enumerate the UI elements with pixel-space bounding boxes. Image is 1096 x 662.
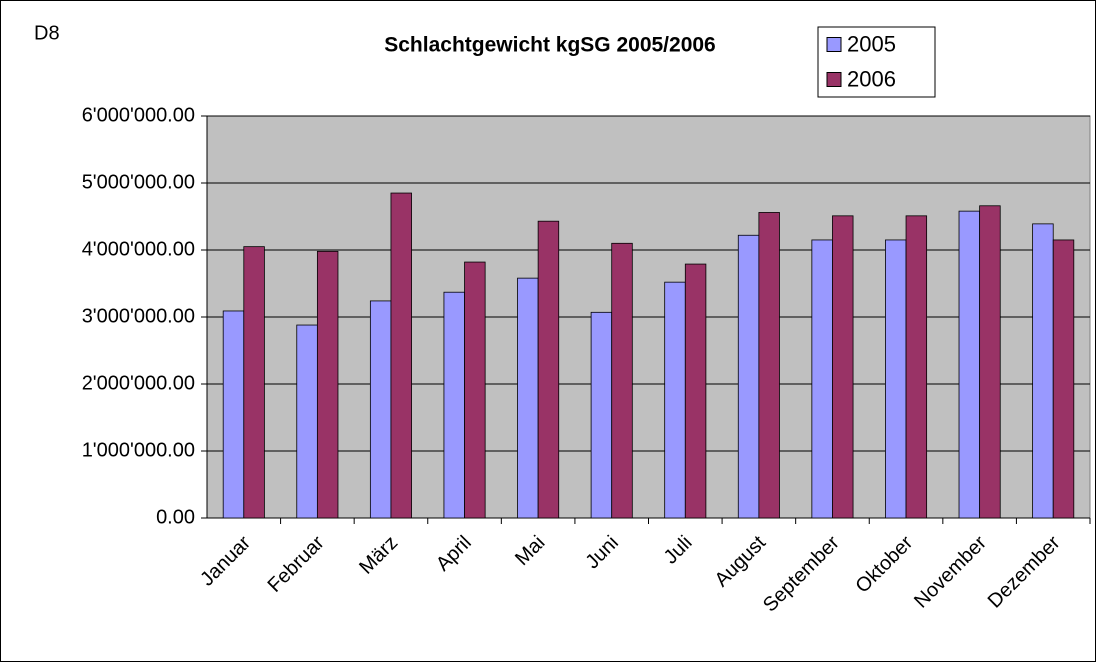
bar bbox=[758, 212, 780, 519]
bar bbox=[885, 239, 907, 519]
bar bbox=[832, 215, 854, 519]
bar bbox=[664, 281, 686, 519]
bar bbox=[684, 263, 707, 519]
bar bbox=[590, 311, 613, 519]
bar bbox=[979, 205, 1001, 519]
bar bbox=[958, 210, 981, 519]
bar bbox=[316, 250, 339, 519]
y-tick-label: 0.00 bbox=[156, 506, 195, 528]
bar bbox=[1052, 239, 1075, 519]
bar bbox=[517, 277, 539, 519]
y-tick-label: 6'000'000.00 bbox=[82, 104, 195, 126]
legend-label: 2005 bbox=[847, 31, 896, 56]
corner-label: D8 bbox=[34, 22, 60, 44]
bar bbox=[443, 291, 465, 519]
legend-swatch bbox=[826, 37, 842, 52]
bar bbox=[464, 261, 486, 519]
bar bbox=[611, 242, 633, 519]
y-tick-label: 3'000'000.00 bbox=[82, 305, 195, 327]
y-tick-label: 4'000'000.00 bbox=[82, 238, 195, 260]
legend-swatch bbox=[826, 72, 842, 87]
bar bbox=[905, 215, 928, 519]
y-tick-label: 5'000'000.00 bbox=[82, 171, 195, 193]
bar bbox=[1032, 223, 1054, 519]
legend-label: 2006 bbox=[847, 66, 896, 91]
bar bbox=[243, 246, 265, 519]
y-tick-label: 1'000'000.00 bbox=[82, 439, 195, 461]
bar bbox=[296, 324, 318, 519]
bar bbox=[737, 234, 760, 519]
y-tick-label: 2'000'000.00 bbox=[82, 372, 195, 394]
bar bbox=[369, 300, 392, 519]
bar bbox=[811, 239, 833, 519]
bar bbox=[222, 310, 245, 519]
chart-title: Schlachtgewicht kgSG 2005/2006 bbox=[384, 34, 716, 57]
bar bbox=[537, 220, 560, 519]
bar bbox=[390, 192, 412, 519]
